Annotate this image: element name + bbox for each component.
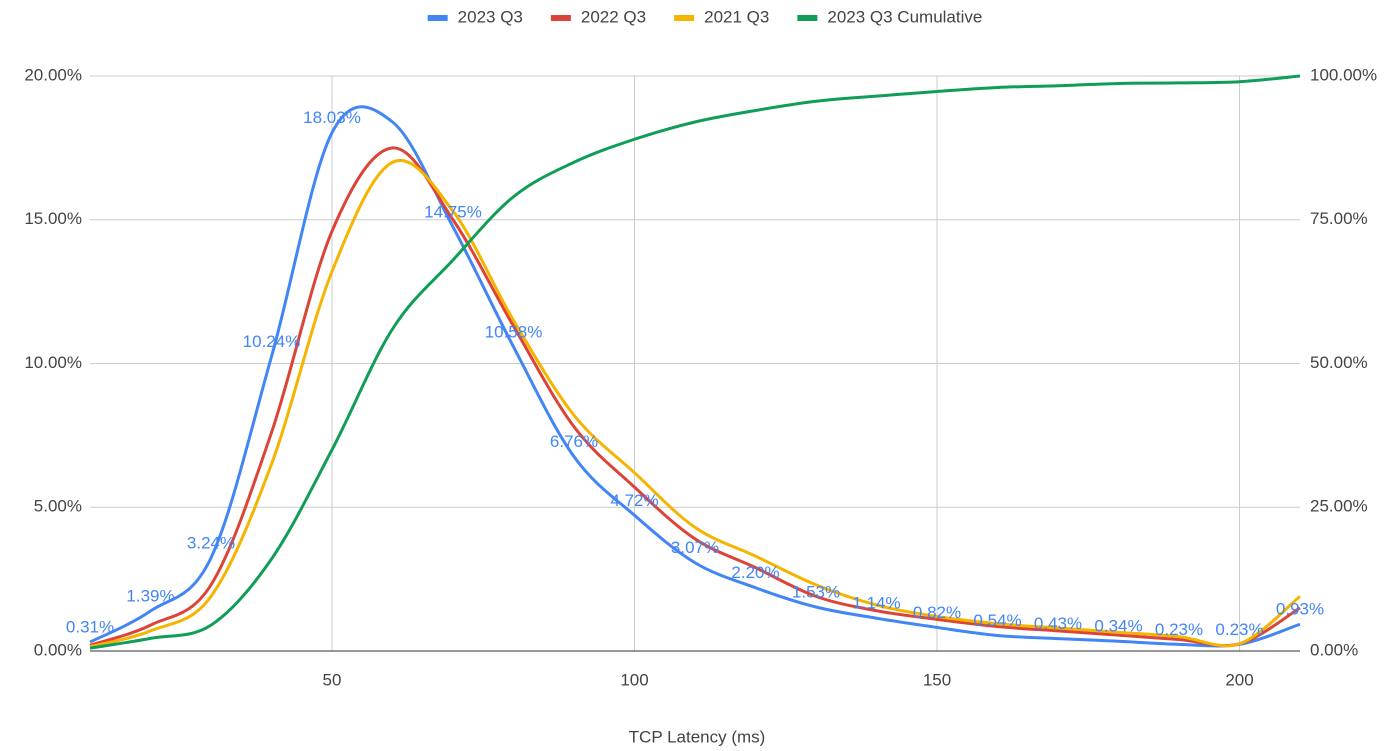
y2-tick-label: 25.00% (1310, 497, 1368, 516)
data-label: 0.93% (1276, 600, 1324, 619)
data-label: 18.03% (303, 108, 361, 127)
data-label: 0.23% (1155, 620, 1203, 639)
series-line (89, 158, 1301, 649)
data-label: 4.72% (610, 491, 658, 510)
x-axis-title: TCP Latency (ms) (629, 727, 766, 746)
y2-tick-label: 50.00% (1310, 353, 1368, 372)
data-label: 1.53% (792, 582, 840, 601)
legend-label: 2023 Q3 Cumulative (827, 7, 982, 26)
series-line (89, 105, 1301, 648)
x-tick-label: 100 (620, 670, 648, 689)
legend-label: 2023 Q3 (458, 7, 523, 26)
data-label: 3.24% (187, 533, 235, 552)
data-label: 0.54% (973, 611, 1021, 630)
data-label: 3.07% (671, 538, 719, 557)
y-tick-label: 20.00% (24, 65, 82, 84)
legend-label: 2022 Q3 (581, 7, 646, 26)
y2-tick-label: 100.00% (1310, 65, 1377, 84)
x-tick-label: 150 (923, 670, 951, 689)
y-tick-label: 15.00% (24, 209, 82, 228)
data-label: 0.23% (1215, 620, 1263, 639)
legend-swatch (427, 15, 448, 21)
data-label: 0.82% (913, 603, 961, 622)
y-tick-label: 10.00% (24, 353, 82, 372)
series-line (89, 74, 1301, 650)
series-line (89, 146, 1301, 648)
data-label: 0.34% (1094, 617, 1142, 636)
data-label: 0.31% (66, 618, 114, 637)
legend-swatch (797, 15, 818, 21)
data-label: 14.75% (424, 202, 482, 221)
legend-swatch (674, 15, 695, 21)
data-label: 10.58% (485, 322, 543, 341)
data-label: 2.20% (731, 563, 779, 582)
data-label: 6.76% (550, 432, 598, 451)
legend: 2023 Q3 2022 Q3 2021 Q3 2023 Q3 Cumulative (427, 7, 982, 26)
y-tick-label: 5.00% (34, 497, 82, 516)
legend-swatch (550, 15, 571, 21)
x-tick-label: 200 (1225, 670, 1253, 689)
data-label: 1.14% (852, 594, 900, 613)
legend-label: 2021 Q3 (704, 7, 769, 26)
y2-tick-label: 75.00% (1310, 209, 1368, 228)
y-tick-label: 0.00% (34, 640, 82, 659)
data-label: 10.24% (243, 332, 301, 351)
x-tick-label: 50 (323, 670, 342, 689)
y2-tick-label: 0.00% (1310, 640, 1358, 659)
data-label: 0.43% (1034, 614, 1082, 633)
data-label: 1.39% (126, 587, 174, 606)
